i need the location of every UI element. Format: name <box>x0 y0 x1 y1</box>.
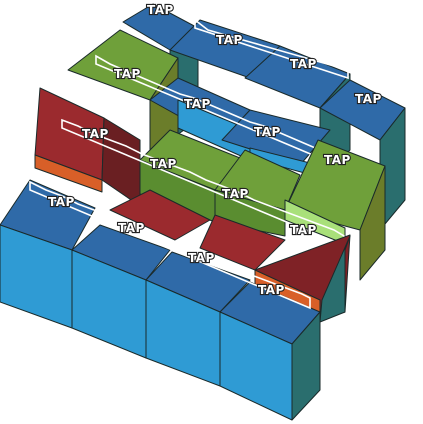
back-block-far-right[interactable] <box>319 79 406 231</box>
tap-label: TAP <box>222 187 249 201</box>
tap-strip-row3[interactable]: TAP TAP TAP TAP <box>61 118 351 248</box>
front-block-2[interactable] <box>71 224 171 359</box>
front-block-4[interactable] <box>219 281 321 421</box>
tap-label: TAP <box>184 97 211 111</box>
tap-label: TAP <box>216 33 243 47</box>
tap-label: TAP <box>82 127 109 141</box>
right-side-wall <box>319 235 351 323</box>
tap-label: TAP <box>324 153 351 167</box>
red-block-front-mid[interactable] <box>109 189 211 241</box>
tap-label: TAP <box>147 3 174 17</box>
tap-label: TAP <box>258 283 285 297</box>
tap-label: TAP <box>254 125 281 139</box>
tap-label: TAP <box>290 57 317 71</box>
tap-label: TAP <box>114 67 141 81</box>
tap-strip-row4[interactable]: TAP TAP TAP TAP TAP <box>29 180 317 310</box>
tap-label: TAP <box>355 92 382 106</box>
tap-label: TAP <box>48 195 75 209</box>
tap-strip-row1[interactable]: TAP TAP TAP <box>194 18 382 107</box>
tap-label: TAP <box>118 221 145 235</box>
front-block-3[interactable] <box>145 251 251 387</box>
tap-label: TAP <box>290 223 317 237</box>
green-block-right[interactable] <box>284 139 386 281</box>
red-block-left[interactable] <box>34 87 141 207</box>
tap-label: TAP <box>188 251 215 265</box>
tap-label: TAP <box>150 157 177 171</box>
